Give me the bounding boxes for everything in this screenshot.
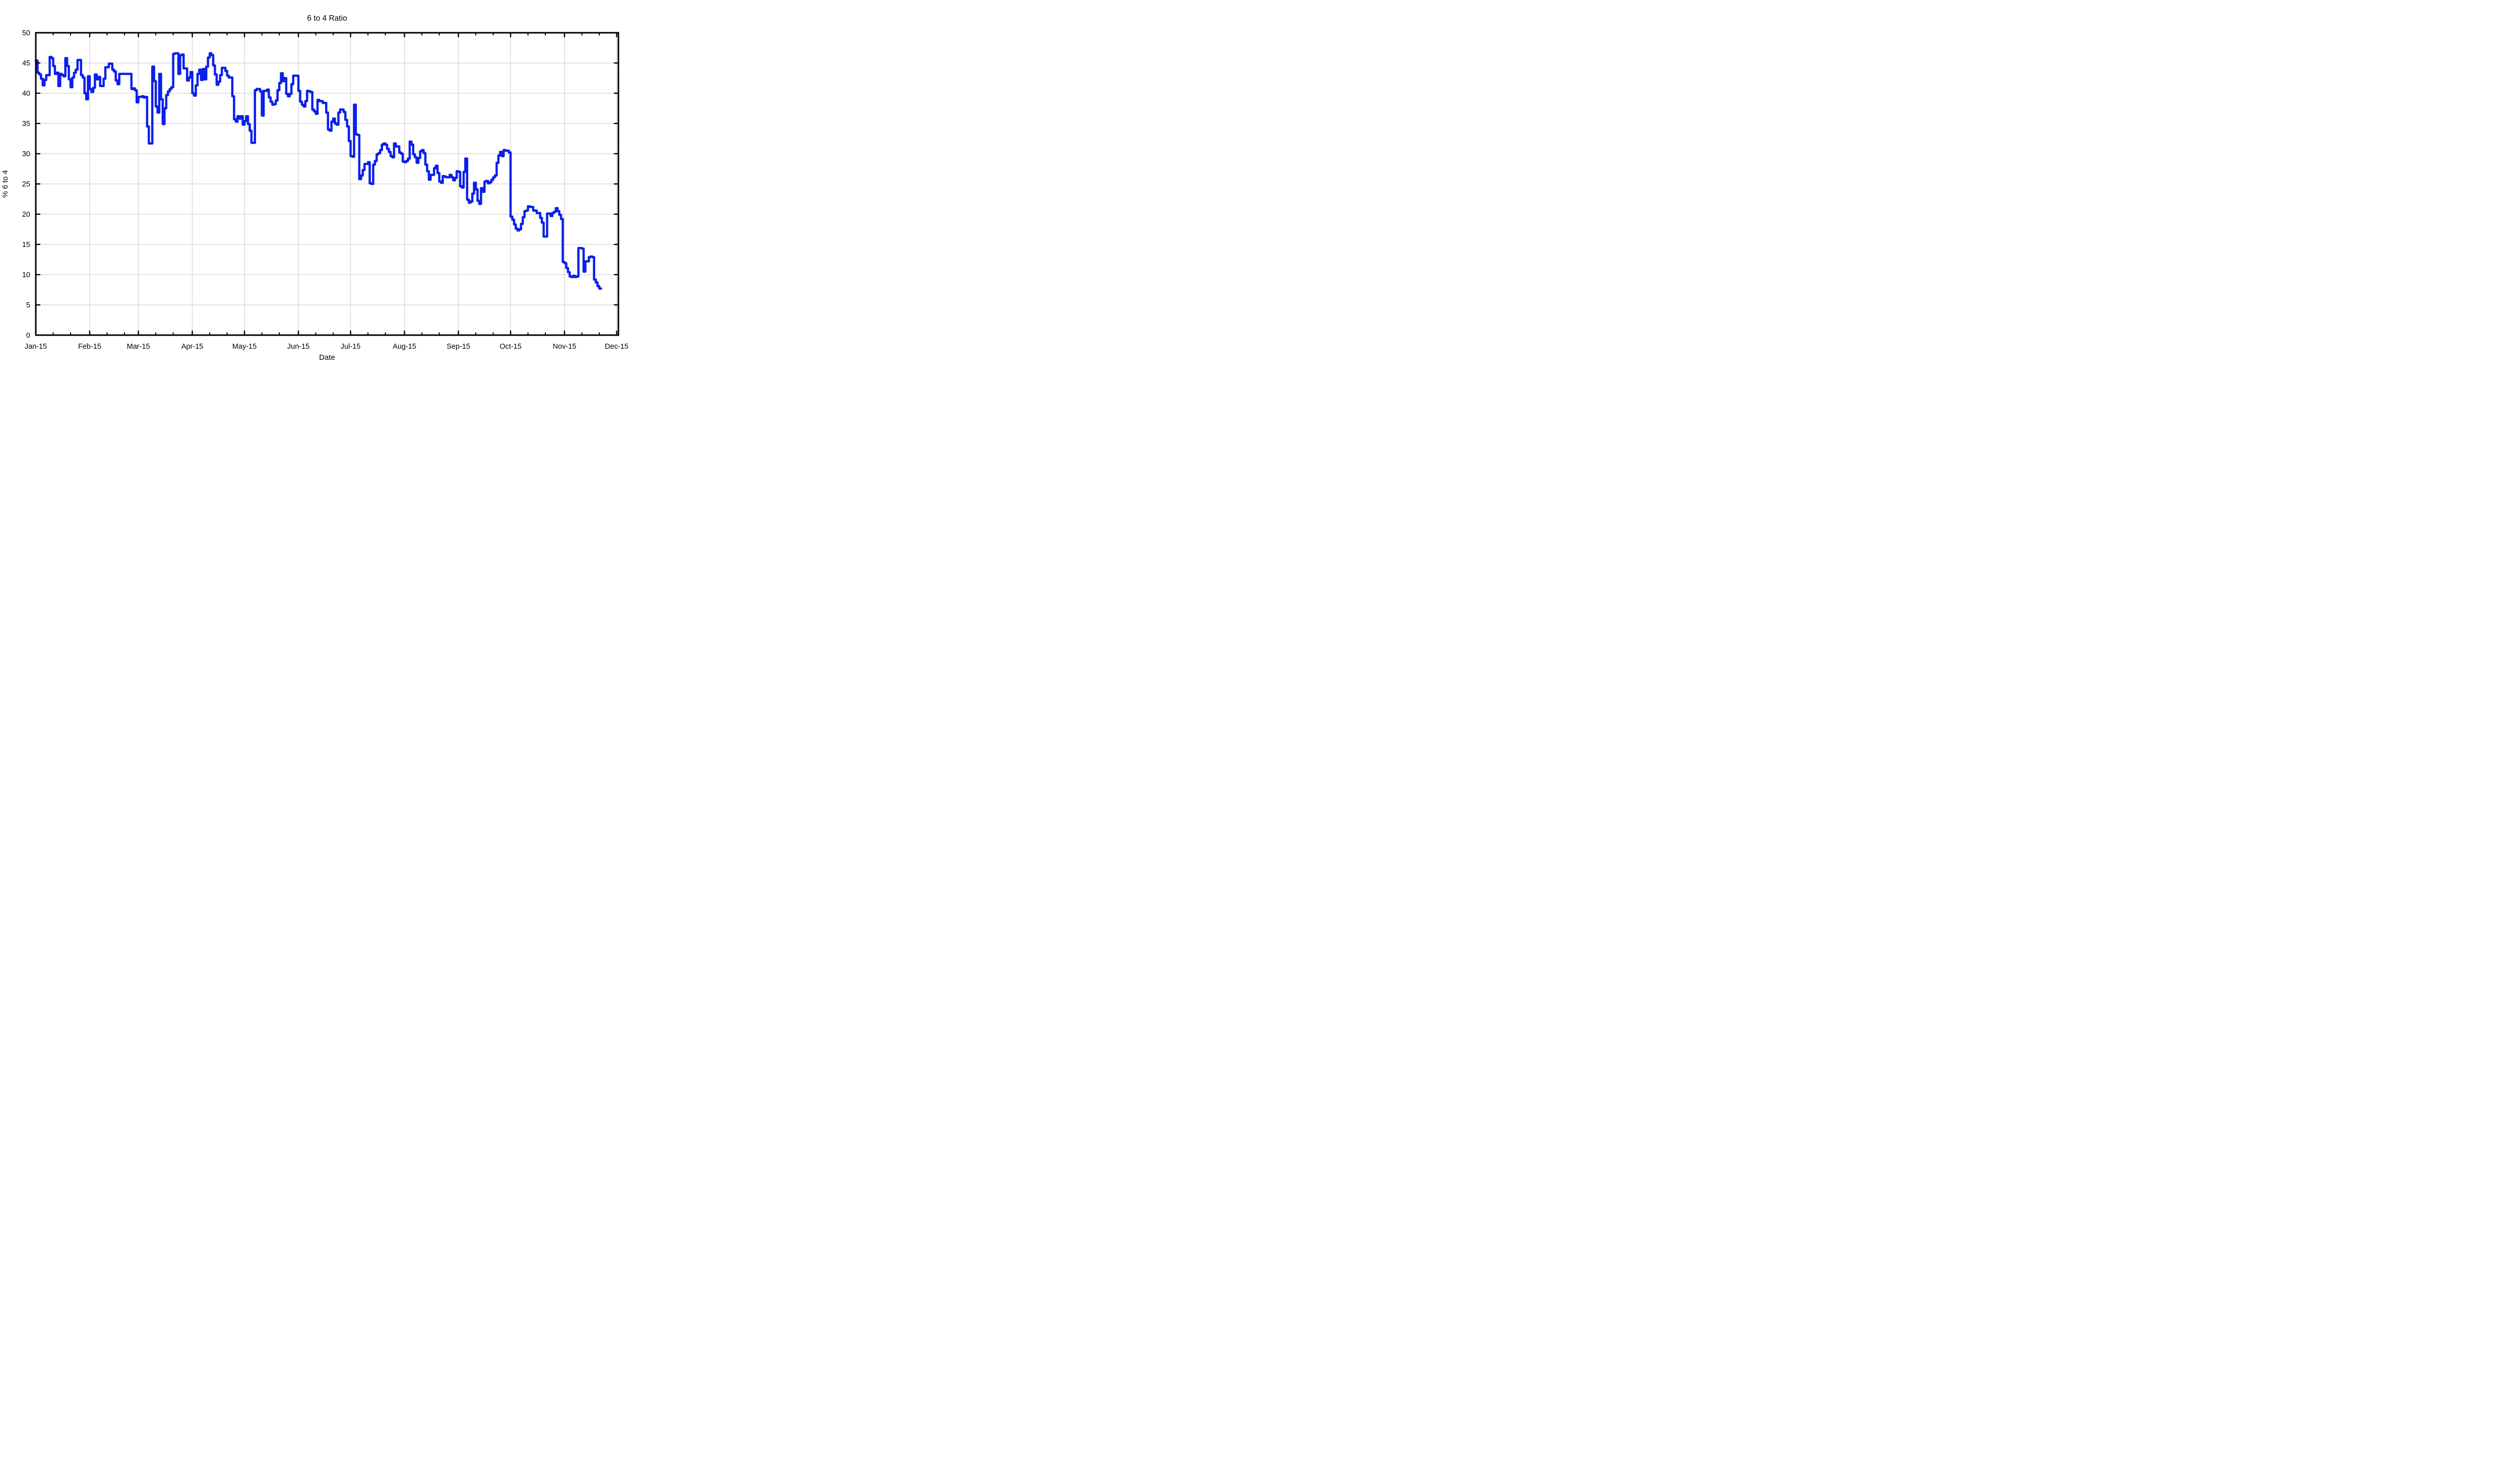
tick-labels: 0 5 10 15 20 25 30 35 40 45 50 Jan-15 Feb-15 Mar-15 Ap… [22, 29, 628, 351]
y-tick-label: 15 [22, 241, 30, 249]
y-tick-label: 45 [22, 59, 30, 68]
x-axis-label: Date [319, 353, 335, 362]
y-tick-label: 25 [22, 180, 30, 188]
x-tick-label: Aug-15 [393, 343, 416, 351]
x-tick-label: Oct-15 [499, 343, 522, 351]
chart-title: 6 to 4 Ratio [307, 14, 347, 23]
x-tick-label: May-15 [232, 343, 257, 351]
y-tick-label: 20 [22, 211, 30, 219]
y-tick-label: 40 [22, 90, 30, 98]
y-tick-label: 50 [22, 29, 30, 37]
y-tick-label: 35 [22, 120, 30, 128]
x-tick-label: Dec-15 [605, 343, 628, 351]
x-tick-label: Jun-15 [287, 343, 309, 351]
axes-frame [35, 32, 619, 336]
y-tick-label: 5 [26, 301, 30, 309]
x-tick-label: Sep-15 [447, 343, 470, 351]
x-tick-label: Nov-15 [553, 343, 577, 351]
y-axis-label: % 6 to 4 [1, 170, 10, 198]
chart-figure: 6 to 4 Ratio 0 5 10 15 20 25 30 35 40 45 50 Jan-15 F… [0, 0, 630, 367]
x-tick-label: Jan-15 [25, 343, 47, 351]
x-tick-label: Mar-15 [127, 343, 150, 351]
gridlines [36, 33, 618, 335]
y-tick-label: 30 [22, 150, 30, 158]
x-tick-label: Jul-15 [341, 343, 361, 351]
x-tick-label: Feb-15 [78, 343, 101, 351]
plot-svg: 6 to 4 Ratio 0 5 10 15 20 25 30 35 40 45 50 Jan-15 F… [1, 14, 628, 362]
x-tick-label: Apr-15 [181, 343, 204, 351]
y-tick-label: 10 [22, 271, 30, 279]
data-line [34, 52, 602, 290]
data-series-layer [34, 52, 602, 290]
y-tick-label: 0 [26, 332, 30, 340]
